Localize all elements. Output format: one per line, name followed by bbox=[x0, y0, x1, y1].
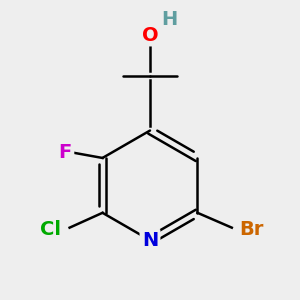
Text: Cl: Cl bbox=[40, 220, 61, 239]
Text: O: O bbox=[142, 26, 158, 44]
Text: Br: Br bbox=[239, 220, 263, 239]
Text: N: N bbox=[142, 231, 158, 250]
Text: H: H bbox=[161, 10, 178, 28]
Text: F: F bbox=[59, 143, 72, 162]
